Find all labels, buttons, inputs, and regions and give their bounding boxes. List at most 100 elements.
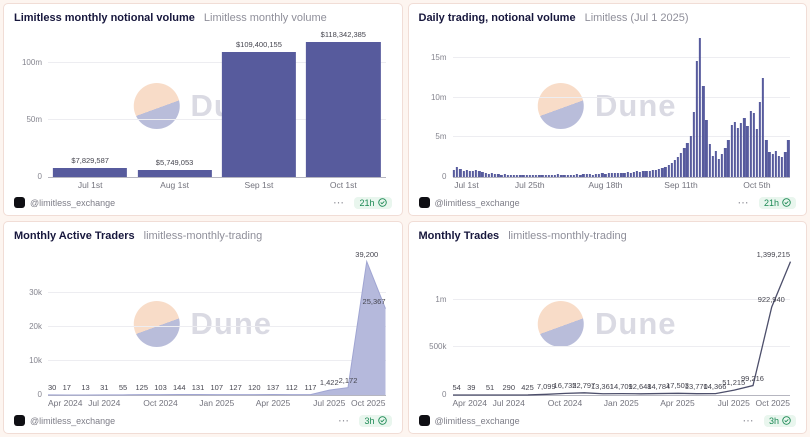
bar [613,173,617,177]
bar [459,169,462,177]
bar [468,171,471,177]
bar [478,171,481,177]
bar [749,111,752,177]
bar [509,175,512,177]
data-label: 125 [135,382,149,392]
bar [557,174,560,177]
y-axis-label: 5m [435,132,447,142]
bar [626,172,629,177]
gridline [452,96,790,98]
x-axis-label: Apr 2025 [660,398,695,408]
bar [661,168,664,177]
x-axis-label: Sep 1st [244,180,274,190]
y-axis-label: 0 [37,172,42,181]
data-label: 99,216 [741,373,764,383]
bar [506,174,509,177]
bar [616,173,620,177]
x-axis-label: Sep 11th [664,180,698,190]
bar [137,170,212,177]
bar [566,174,569,177]
bar [550,175,553,177]
bar [717,158,721,177]
refresh-age-label: 3h [364,415,375,426]
chart-title[interactable]: Monthly Active Traders [14,230,135,242]
footer-actions: ⋯ 3h [742,414,796,427]
x-axis-label: Aug 18th [588,180,623,190]
plot-area: 0 5m 10m 15m Jul 1st Jul 25th Aug 18th Sep 11th… [431,34,790,190]
bar [531,175,535,177]
check-circle-icon [782,416,791,425]
refresh-age-badge[interactable]: 3h [763,414,796,427]
data-label: 51 [485,383,495,392]
bar [664,166,667,177]
chart-region: Dune 0 5m 10m 15m Jul 1st Jul 25th Aug 18th Sep… [419,25,797,194]
data-label: 31 [100,382,109,392]
gridline [452,56,790,58]
chart-subtitle[interactable]: limitless-monthly-trading [143,230,263,242]
bar [519,174,522,177]
overflow-menu-icon[interactable]: ⋯ [737,196,750,209]
bar [676,157,680,177]
overflow-menu-icon[interactable]: ⋯ [337,414,351,427]
author-handle: @limitless_exchange [434,197,520,208]
chart-subtitle[interactable]: limitless-monthly-trading [508,230,627,242]
data-label: 14,784 [647,381,671,391]
x-axis-label: Jul 2024 [88,398,121,408]
bar [657,169,661,177]
bar [588,174,591,177]
author-link[interactable]: @limitless_exchange [418,197,520,208]
gridline [452,136,790,138]
y-axis-label: 20k [29,321,42,331]
x-axis-label: Jan 2025 [199,398,235,408]
bar [547,175,550,177]
data-label: 144 [172,382,186,392]
author-avatar [418,197,430,208]
bar [541,174,544,177]
y-axis-label: 15m [430,52,447,62]
bar [591,174,594,177]
overflow-menu-icon[interactable]: ⋯ [742,414,755,427]
chart-subtitle[interactable]: Limitless monthly volume [203,12,327,24]
bar [635,171,639,177]
bar [758,102,762,177]
bar [522,175,525,177]
gridline [48,61,386,63]
data-label: 2,172 [338,375,358,385]
bar [695,61,699,177]
bar [730,124,733,177]
x-axis-label: Oct 5th [743,180,771,190]
x-axis-label: Apr 2025 [255,398,291,408]
chart-subtitle[interactable]: Limitless (Jul 1 2025) [584,12,689,24]
bar [575,174,579,177]
author-link[interactable]: @limitless_exchange [14,197,115,208]
bar [462,170,465,177]
chart-title[interactable]: Daily trading, notional volume [418,12,576,24]
data-label: 55 [118,382,128,392]
chart-title[interactable]: Limitless monthly notional volume [14,12,195,24]
refresh-age-badge[interactable]: 21h [354,196,392,209]
card-header: Monthly Active Traders limitless-monthly… [14,230,392,243]
refresh-age-badge[interactable]: 21h [758,196,796,209]
y-axis-label: 100m [21,57,42,67]
bar [490,173,494,177]
bar [525,175,528,177]
refresh-age-badge[interactable]: 3h [359,414,392,427]
data-label: 17 [62,382,71,392]
overflow-menu-icon[interactable]: ⋯ [332,196,346,209]
bar [481,172,484,177]
card-monthly-trades: Monthly Trades limitless-monthly-trading… [407,221,807,434]
x-axis-label: Jul 25th [514,180,545,190]
data-label: 290 [502,382,516,392]
bar [686,142,689,177]
y-axis-label: 0 [442,390,447,399]
bar [762,77,765,177]
author-avatar [14,197,25,208]
bar [604,173,607,177]
author-link[interactable]: @limitless_exchange [418,415,520,426]
x-axis-label: Jul 1st [454,180,479,190]
card-monthly-notional-volume: Limitless monthly notional volume Limitl… [3,3,403,216]
author-link[interactable]: @limitless_exchange [14,415,115,426]
y-axis-label: 10m [430,92,447,102]
y-axis-label: 10k [29,355,42,365]
chart-title[interactable]: Monthly Trades [418,230,500,242]
